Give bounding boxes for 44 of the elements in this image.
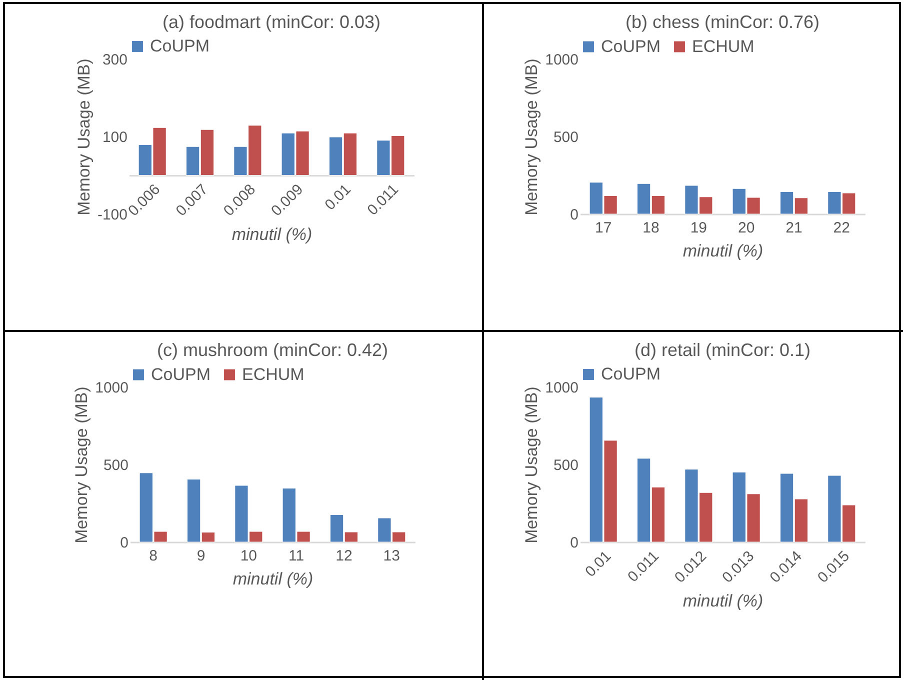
legend-label: CoUPM [151,364,211,384]
y-tick-label: -100 [96,206,127,224]
legend-label: CoUPM [601,36,661,56]
y-tick-label: 0 [570,206,578,224]
x-tick-label: 0.01 [321,181,354,214]
y-tick-label: 1000 [545,380,578,396]
x-tick-label: 17 [595,220,612,236]
x-axis-title: minutil (%) [231,224,312,244]
y-tick-label: 500 [553,457,578,474]
y-axis-title: Memory Usage (MB) [74,58,93,216]
y-tick-label: 100 [102,129,127,146]
x-axis-title: minutil (%) [232,570,314,588]
chart-title: (c) mushroom (minCor: 0.42) [156,340,388,360]
legend-label: CoUPM [601,364,661,384]
y-tick-label: 500 [553,129,578,146]
x-tick-label: 10 [240,548,258,564]
y-tick-label: 0 [120,534,128,552]
x-axis-title: minutil (%) [682,242,764,260]
y-tick-label: 1000 [95,380,128,396]
y-axis-title: Memory Usage (MB) [522,58,542,216]
y-tick-label: 0 [570,534,578,552]
x-tick-label: 9 [196,548,206,564]
y-axis-title: Memory Usage (MB) [522,386,542,544]
legend-label: ECHUM [692,36,754,56]
x-tick-label: 13 [383,548,400,564]
chart-title: (b) chess (minCor: 0.76) [625,12,820,32]
x-tick-label: 19 [690,220,708,236]
legend-label: ECHUM [242,364,304,384]
x-tick-label: 22 [833,220,850,236]
y-tick-label: 1000 [545,52,578,68]
x-tick-label: 21 [786,220,802,236]
y-tick-label: 300 [102,52,127,68]
chart-title: (a) foodmart (minCor: 0.03) [162,12,380,32]
x-tick-label: 18 [642,220,660,236]
legend-label: CoUPM [150,36,210,56]
x-tick-label: 8 [149,548,158,564]
y-axis-title: Memory Usage (MB) [72,386,92,544]
x-axis-title: minutil (%) [682,592,764,611]
x-tick-label: 11 [288,548,304,564]
x-tick-label: 12 [336,548,352,564]
x-tick-label: 20 [738,220,755,236]
y-tick-label: 500 [103,457,128,474]
x-tick-label: 0.01 [582,548,615,580]
chart-title: (d) retail (minCor: 0.1) [634,340,811,360]
